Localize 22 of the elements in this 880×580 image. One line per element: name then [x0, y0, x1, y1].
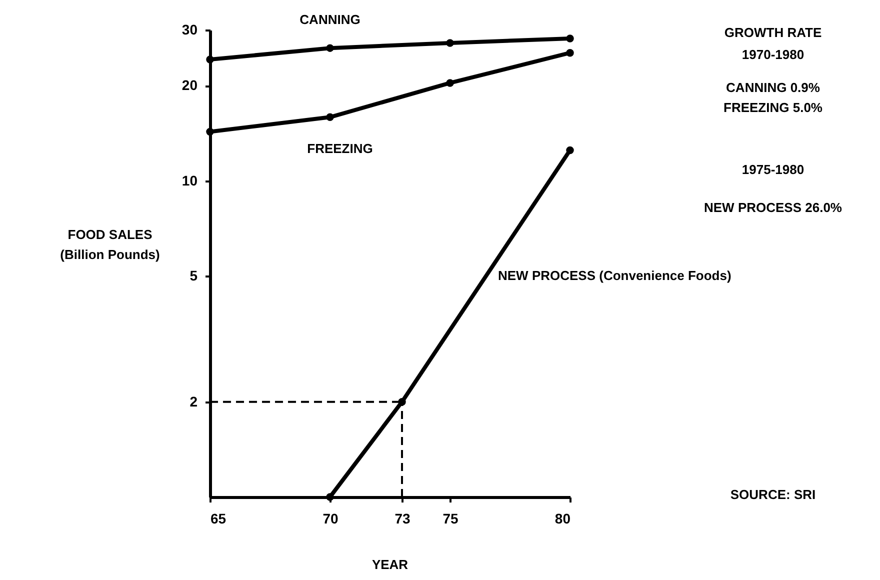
y-tick-label: 10: [182, 172, 198, 188]
y-tick-label: 30: [182, 22, 198, 38]
y-tick-label: 5: [190, 268, 198, 284]
source-note: SOURCE: SRI: [730, 487, 816, 502]
y-axis-title: FOOD SALES (Billion Pounds): [60, 227, 160, 262]
x-axis-title: YEAR: [372, 557, 409, 572]
x-tick-label: 65: [210, 510, 226, 526]
text: 1970-1980: [742, 47, 804, 62]
text: GROWTH RATE: [724, 25, 822, 40]
x-tick-label: 80: [554, 510, 571, 526]
series-label: NEW PROCESS (Convenience Foods): [498, 268, 732, 284]
series-label: FREEZING: [307, 141, 373, 156]
text: CANNING 0.9%: [726, 80, 820, 95]
text: 1975-1980: [742, 162, 804, 177]
x-tick-label: 75: [442, 510, 458, 526]
series-label: CANNING: [300, 12, 360, 28]
x-tick-label: 73: [394, 510, 410, 526]
text: NEW PROCESS 26.0%: [704, 200, 842, 215]
y-tick-label: 2: [190, 393, 198, 410]
text: FREEZING 5.0%: [724, 100, 823, 115]
x-tick-label: 70: [322, 510, 338, 526]
y-tick-label: 20: [182, 77, 198, 94]
